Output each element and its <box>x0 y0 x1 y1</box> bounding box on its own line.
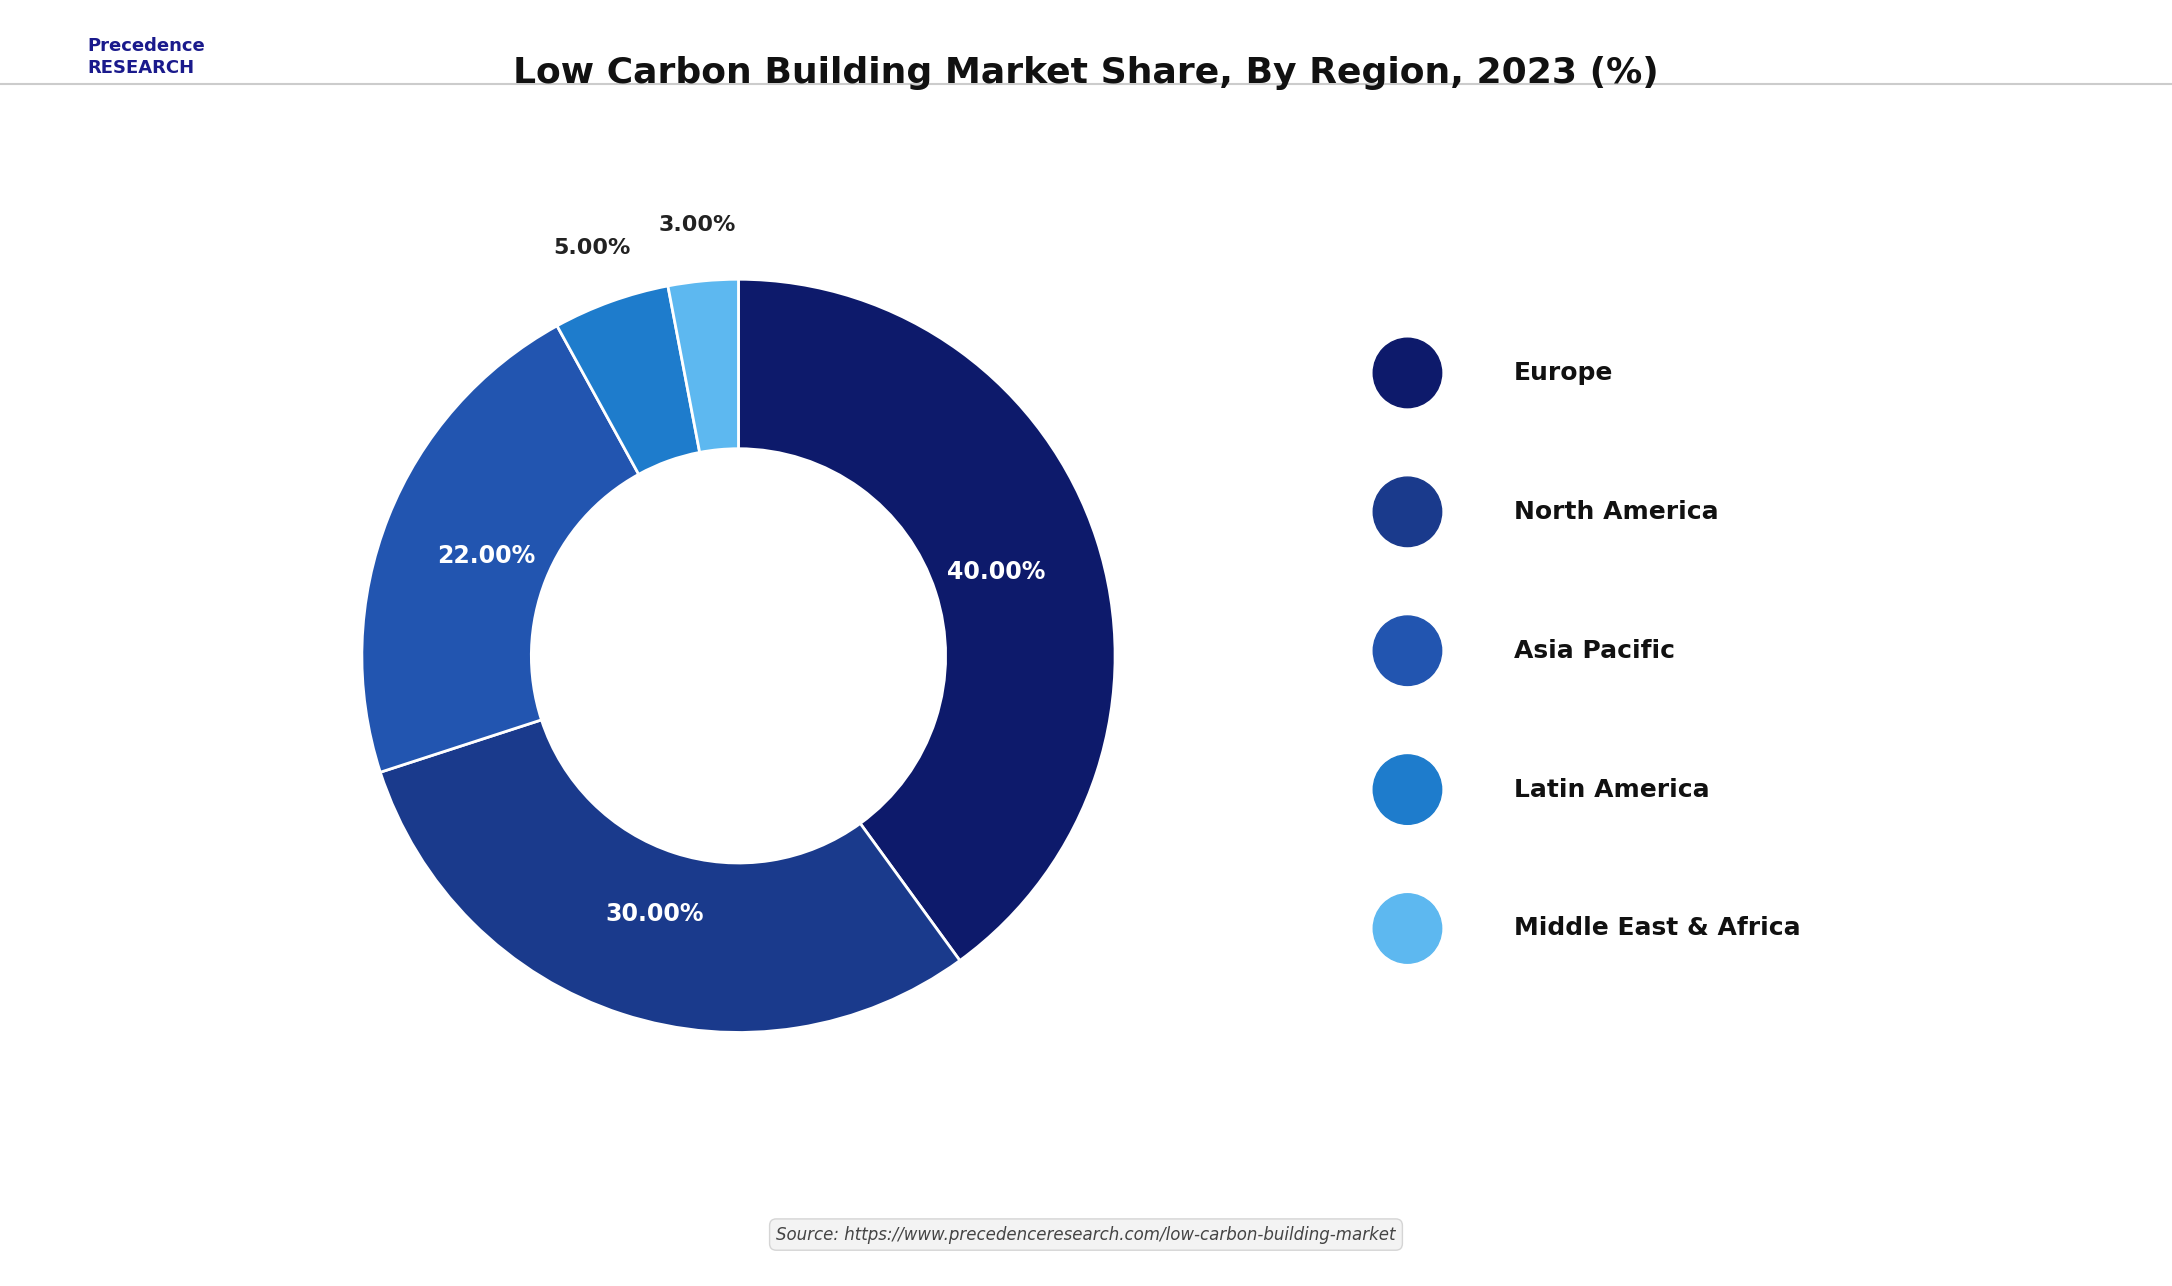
Text: Source: https://www.precedenceresearch.com/low-carbon-building-market: Source: https://www.precedenceresearch.c… <box>775 1226 1397 1244</box>
Text: Middle East & Africa: Middle East & Africa <box>1514 917 1801 940</box>
Text: Latin America: Latin America <box>1514 778 1709 801</box>
Text: 5.00%: 5.00% <box>554 238 630 258</box>
Circle shape <box>1373 894 1442 963</box>
Circle shape <box>1373 477 1442 547</box>
Text: 40.00%: 40.00% <box>947 561 1045 584</box>
Circle shape <box>1373 338 1442 408</box>
Wedge shape <box>380 720 960 1033</box>
Text: 22.00%: 22.00% <box>437 544 536 568</box>
Text: 3.00%: 3.00% <box>658 215 736 234</box>
Wedge shape <box>669 279 738 453</box>
Circle shape <box>1373 616 1442 685</box>
Text: Asia Pacific: Asia Pacific <box>1514 639 1675 662</box>
Text: North America: North America <box>1514 500 1718 523</box>
Wedge shape <box>556 285 699 475</box>
Circle shape <box>1373 755 1442 824</box>
Text: Precedence
RESEARCH: Precedence RESEARCH <box>87 37 204 77</box>
Wedge shape <box>738 279 1114 961</box>
Wedge shape <box>363 325 639 772</box>
Text: Europe: Europe <box>1514 361 1614 385</box>
Text: Low Carbon Building Market Share, By Region, 2023 (%): Low Carbon Building Market Share, By Reg… <box>513 57 1659 90</box>
Text: 30.00%: 30.00% <box>606 901 704 926</box>
